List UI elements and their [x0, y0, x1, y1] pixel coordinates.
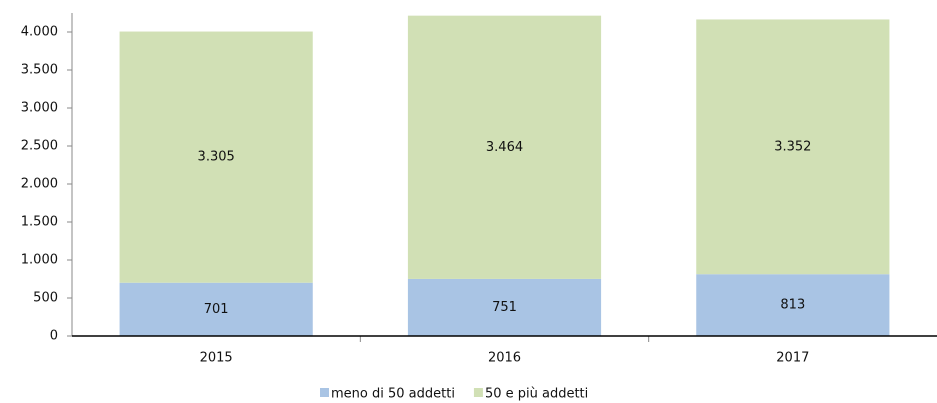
data-label: 3.305 [198, 150, 235, 165]
x-tick-label: 2015 [200, 351, 233, 366]
y-tick-label: 500 [33, 291, 58, 306]
data-label: 3.464 [486, 140, 523, 155]
legend-swatch [320, 388, 329, 397]
x-tick-label: 2017 [776, 351, 809, 366]
y-tick-label: 1.000 [21, 253, 58, 268]
y-tick-label: 3.500 [21, 63, 58, 78]
legend-swatch [473, 388, 483, 397]
y-tick-label: 3.000 [21, 101, 58, 116]
x-tick-label: 2016 [488, 351, 521, 366]
data-label: 3.352 [774, 139, 811, 154]
bar-segment [119, 31, 313, 283]
y-tick-label: 2.000 [21, 177, 58, 192]
y-tick-label: 4.000 [21, 25, 58, 40]
bar-segment [696, 19, 890, 275]
bar-segment [119, 282, 313, 336]
y-tick-label: 1.500 [21, 215, 58, 230]
bar-segment [407, 15, 602, 279]
bar-segment [696, 274, 890, 336]
y-tick-label: 2.500 [21, 139, 58, 154]
data-label: 813 [780, 298, 805, 313]
data-label: 751 [492, 300, 517, 315]
legend-label: 50 e più addetti [485, 387, 588, 402]
data-label: 701 [204, 302, 229, 317]
legend-label: meno di 50 addetti [331, 387, 455, 402]
bar-segment [407, 278, 602, 336]
y-tick-label: 0 [50, 329, 58, 344]
